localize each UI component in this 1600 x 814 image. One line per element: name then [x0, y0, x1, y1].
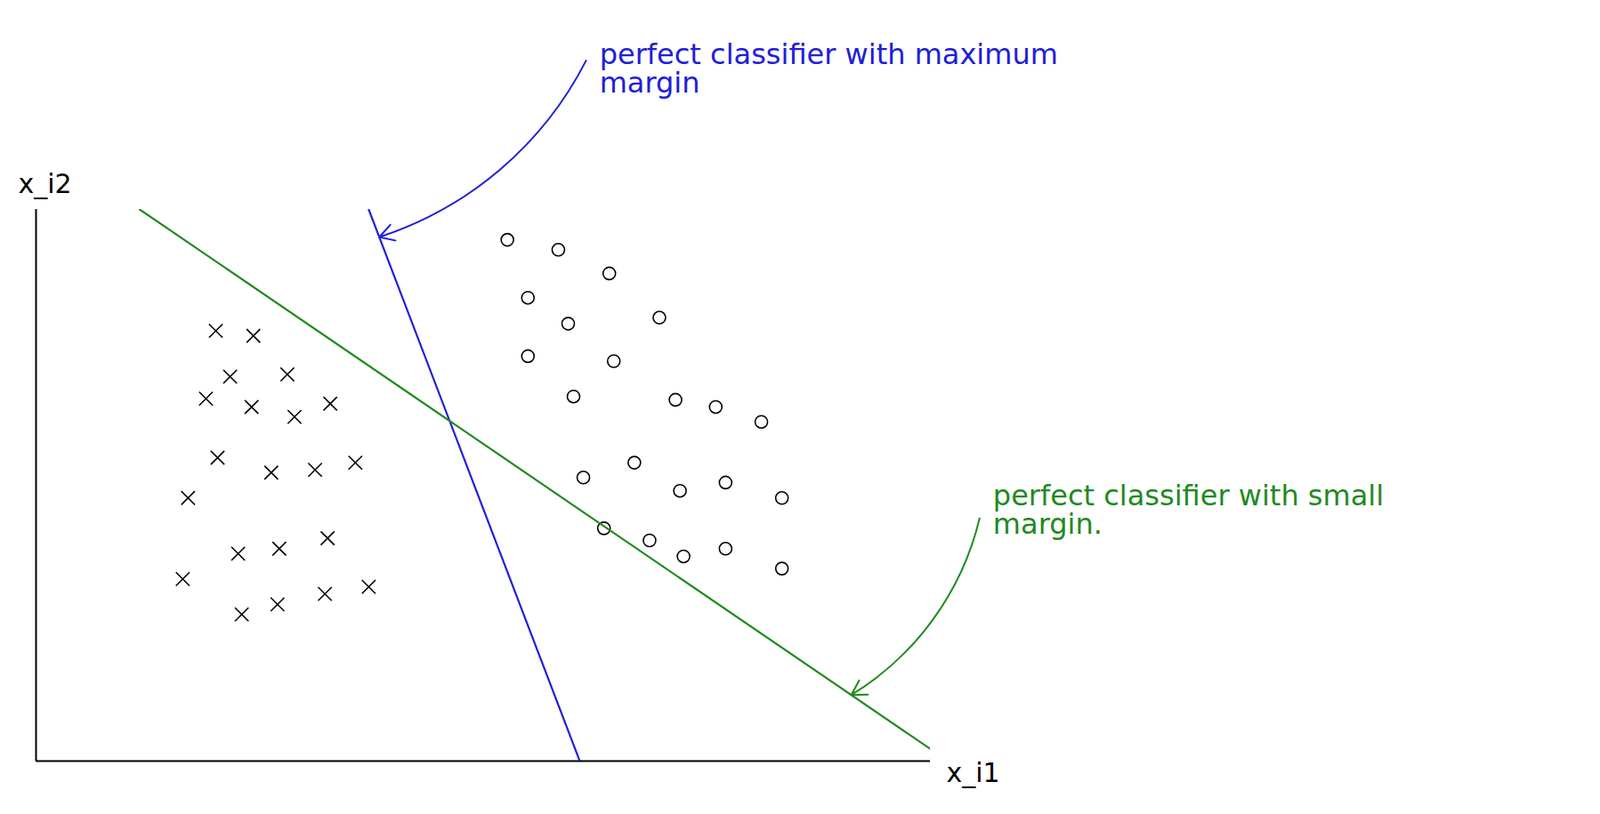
svg-text:x_i1: x_i1: [946, 757, 1001, 789]
svg-text:perfect classifier with smallm: perfect classifier with smallmargin.: [993, 478, 1384, 542]
svg-text:perfect classifier with maximu: perfect classifier with maximummargin: [599, 37, 1059, 100]
svg-text:x_i2: x_i2: [17, 168, 72, 200]
